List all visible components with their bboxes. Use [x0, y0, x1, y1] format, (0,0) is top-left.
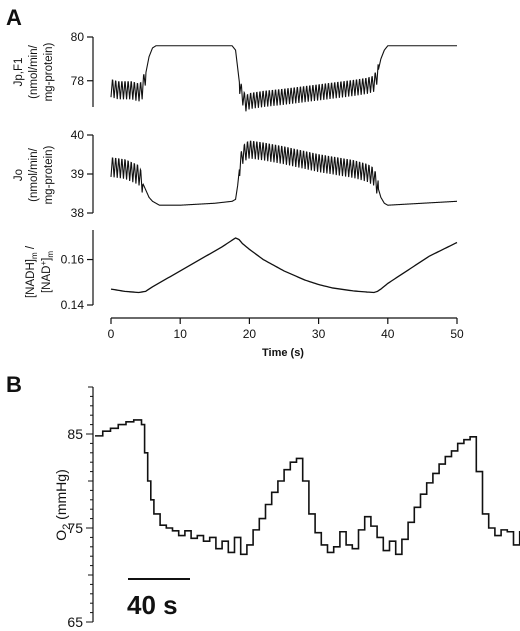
- a3-x-axis: 0 10 20 30 40 50: [108, 317, 464, 341]
- a2-series-line: [110, 140, 458, 206]
- a2-ylabel-line: Jo: [13, 169, 25, 181]
- a3-y-axis: 0.14 0.16: [61, 230, 94, 312]
- a2-y-tick-label: 40: [71, 128, 85, 142]
- panel-a-letter: A: [6, 5, 22, 30]
- a1-series-line: [110, 45, 457, 112]
- a1-y-tick-label: 78: [71, 74, 85, 88]
- a1-y-axis: 78 80: [71, 30, 94, 107]
- a3-x-tick-label: 20: [243, 327, 257, 341]
- a1-ylabel-line: Jp,F1: [13, 58, 25, 87]
- a2-y-axis: 38 39 40: [71, 128, 94, 220]
- a3-x-tick-label: 40: [381, 327, 395, 341]
- a1-ylabel-line: mg-protein): [43, 42, 55, 101]
- a3-x-tick-label: 30: [312, 327, 326, 341]
- a3-y-label-line1: [NADH]m /: [25, 245, 39, 298]
- a3-x-axis-label: Time (s): [262, 347, 304, 359]
- panel-b-letter: B: [6, 372, 22, 397]
- b-y-label-rest: (mmHg): [53, 469, 69, 523]
- a3-x-tick-label: 0: [108, 327, 115, 341]
- a3-series-line: [110, 237, 458, 294]
- b-y-axis: 65 75 85: [67, 386, 94, 630]
- panel-a-middle-plot: 38 39 40 Jo (nmol/min/mg-protein): [13, 128, 458, 220]
- b-y-label-sub: 2: [61, 524, 73, 530]
- b-y-label-main: O: [53, 530, 69, 541]
- a3-y-tick-label: 0.16: [61, 253, 85, 267]
- a2-y-tick-label: 39: [71, 167, 85, 181]
- a2-y-tick-label: 38: [71, 206, 85, 220]
- panel-b-plot: 65 75 85 O2 (mmHg) 40 s: [53, 386, 520, 630]
- a2-ylabel-line: (nmol/min/: [28, 147, 40, 201]
- a2-y-label: Jo (nmol/min/mg-protein): [13, 145, 55, 204]
- a1-ylabel-line: (nmol/min/: [28, 44, 40, 98]
- a3-y-label: [NADH]m / [NAD+]m: [25, 245, 55, 298]
- panel-a-top-plot: 78 80 Jp,F1 (nmol/min/mg-protein): [13, 30, 457, 112]
- b-y-tick-label: 65: [67, 614, 83, 630]
- b-series-step-line: [95, 419, 520, 556]
- a1-y-label: Jp,F1 (nmol/min/mg-protein): [13, 42, 55, 101]
- a3-y-tick-label: 0.14: [61, 298, 85, 312]
- a3-x-tick-label: 10: [174, 327, 188, 341]
- b-y-tick-label: 85: [67, 426, 83, 442]
- a3-x-tick-label: 50: [450, 327, 464, 341]
- a2-ylabel-line: mg-protein): [43, 145, 55, 204]
- a1-y-tick-label: 80: [71, 30, 85, 44]
- b-y-label: O2 (mmHg): [53, 469, 73, 540]
- b-y-tick-label: 75: [67, 520, 83, 536]
- a3-y-label-line2: [NAD+]m: [39, 251, 55, 293]
- panel-a-bottom-plot: 0.14 0.16 0 10 20 30 40 50 [NADH]m / [NAD+]m T…: [25, 230, 464, 359]
- b-scale-bar-label: 40 s: [127, 590, 178, 620]
